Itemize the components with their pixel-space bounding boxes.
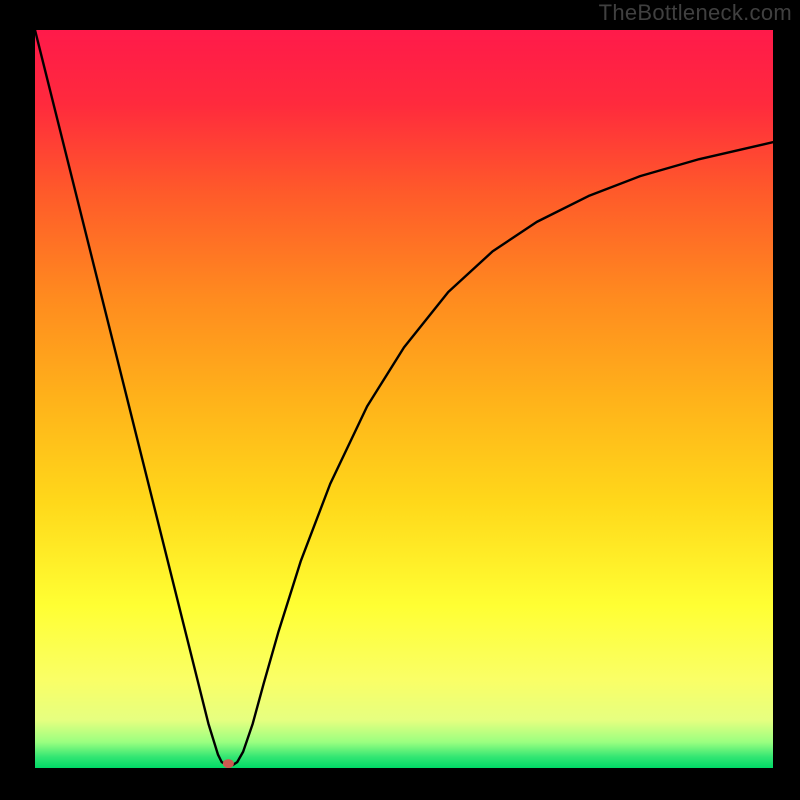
plot-svg <box>35 30 773 768</box>
attribution-text: TheBottleneck.com <box>599 0 792 26</box>
minimum-marker <box>223 759 234 768</box>
plot-background <box>35 30 773 768</box>
plot-area <box>35 30 773 768</box>
chart-root: { "attribution": { "text": "TheBottlenec… <box>0 0 800 800</box>
